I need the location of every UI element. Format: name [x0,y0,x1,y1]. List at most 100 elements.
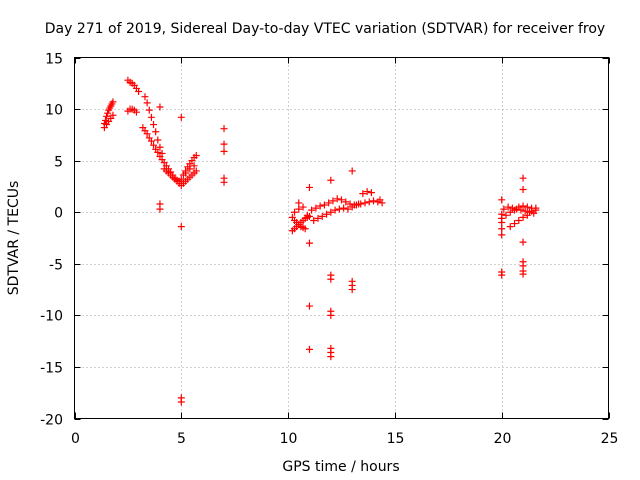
data-point [365,198,373,206]
data-point [498,219,506,227]
x-tick-label: 25 [601,431,619,447]
data-point [220,147,228,155]
data-point [523,211,531,219]
data-point [370,197,378,205]
data-point [519,270,527,278]
data-point [329,197,337,205]
y-tick-label: -15 [40,361,63,377]
data-point [177,113,185,121]
data-point [519,238,527,246]
data-point [335,205,343,213]
data-point [154,148,162,156]
data-point [152,128,160,136]
data-point [532,206,540,214]
data-point [305,345,313,353]
data-point [220,178,228,186]
axis-ticks [74,57,610,420]
y-tick-label: 5 [54,155,63,171]
data-point [367,189,375,197]
data-point [511,220,519,228]
data-point [182,169,190,177]
data-point [143,130,151,138]
data-point [156,103,164,111]
data-point [318,212,326,220]
data-point [301,225,309,233]
data-point [331,206,339,214]
data-point [186,165,194,173]
y-tick-label: 10 [45,103,63,119]
plot-frame [74,57,609,419]
data-point [220,125,228,133]
y-tick-label: -5 [49,258,63,274]
data-point [352,201,360,209]
data-point [523,203,531,211]
data-point [101,116,109,124]
data-point [327,353,335,361]
data-point [177,175,185,183]
data-point [348,167,356,175]
data-point [504,203,512,211]
data-point [104,109,112,117]
data-point [295,205,303,213]
data-point [348,286,356,294]
data-point [344,205,352,213]
chart-title: Day 271 of 2019, Sidereal Day-to-day VTE… [45,21,605,37]
data-point [103,112,111,120]
data-point [342,198,350,206]
data-point [308,206,316,214]
data-point [312,204,320,212]
data-point [320,201,328,209]
x-tick-label: 10 [280,431,298,447]
data-point [141,93,149,101]
data-point [295,199,303,207]
data-point [361,199,369,207]
data-point [340,204,348,212]
data-point [150,141,158,149]
data-point [132,108,140,116]
data-point [338,196,345,204]
data-point [511,206,519,214]
data-point [150,121,158,129]
y-tick-label: 0 [54,206,63,222]
data-point [357,200,365,208]
data-point [519,186,527,194]
data-point [348,203,356,211]
data-point [303,211,311,219]
data-point [291,208,299,216]
data-point [143,99,151,107]
data-point [498,225,506,233]
data-point [528,204,536,212]
data-point [147,137,155,145]
x-axis-label: GPS time / hours [282,459,399,475]
data-point [109,111,117,119]
data-point [220,140,228,148]
y-tick-label: -20 [40,413,63,429]
data-point [310,216,318,224]
data-point [135,88,143,96]
data-point [109,98,117,106]
data-point [519,174,527,182]
y-tick-labels: -20 -15 -10 -5 0 5 10 15 [40,52,63,429]
data-point [190,162,198,170]
data-point [506,208,514,216]
data-point [498,271,506,279]
data-point [192,151,200,159]
data-point [325,199,333,207]
data-point [305,302,313,310]
y-tick-label: -10 [40,309,63,325]
x-tick-label: 5 [177,431,186,447]
y-axis-label: SDTVAR / TECUs [6,181,22,296]
x-tick-labels: 0 5 10 15 20 25 [71,431,618,447]
data-point [363,188,371,196]
data-point [156,143,164,151]
data-point [327,208,335,216]
data-point [327,275,335,283]
data-point [154,136,162,144]
data-point [498,196,506,204]
x-tick-label: 20 [494,431,512,447]
data-point [314,214,322,222]
data-point [519,213,527,221]
data-point [506,223,514,231]
data-point [333,195,341,203]
data-point [327,176,335,184]
